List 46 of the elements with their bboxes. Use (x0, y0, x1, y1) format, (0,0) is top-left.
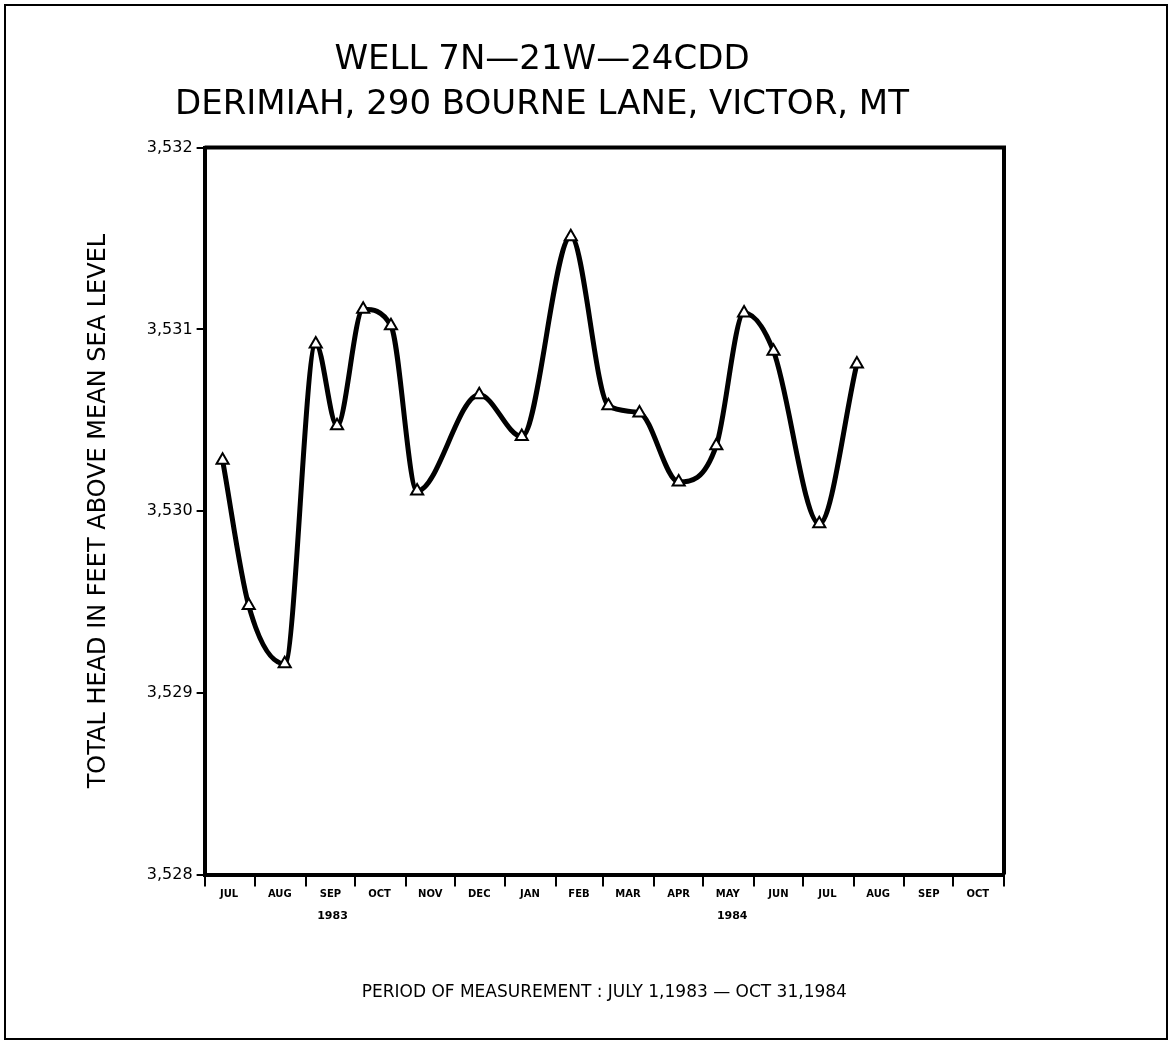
point (215, 452, 230, 465)
y-tick-label: 3,532 (146, 136, 193, 156)
point (329, 417, 345, 431)
point (737, 304, 752, 318)
chart-title: WELL 7N—21W—24CDD (334, 37, 750, 78)
chart-subtitle: DERIMIAH, 290 BOURNE LANE, VICTOR, MT (175, 82, 910, 123)
x-tick-label: JUL (219, 888, 239, 900)
point (766, 343, 781, 356)
point (241, 597, 256, 611)
point (849, 355, 864, 369)
x-tick-label: FEB (568, 888, 590, 900)
x-tick-label: SEP (319, 888, 342, 900)
point (383, 317, 399, 331)
y-tick-label: 3,528 (146, 863, 193, 883)
x-tick-label: OCT (368, 888, 392, 900)
x-tick-label: DEC (468, 888, 491, 900)
x-axis-title: PERIOD OF MEASUREMENT : JULY 1,1983 — OCT 31,1984 (361, 981, 847, 1002)
x-tick-label: SEP (918, 888, 940, 900)
x-tick-label: JUL (817, 888, 838, 900)
x-tick-label: AUG (267, 888, 292, 900)
x-tick-label: OCT (966, 888, 990, 900)
point (601, 397, 616, 411)
y-tick-label: 3,531 (146, 318, 193, 338)
text: 1984 (716, 908, 748, 922)
y-axis-title: TOTAL HEAD IN FEET ABOVE MEAN SEA LEVEL (82, 233, 111, 790)
point (709, 437, 724, 451)
y-tick-label: 3,529 (146, 682, 193, 702)
point (671, 474, 686, 487)
x-tick-label: AUG (866, 888, 891, 900)
point (277, 655, 292, 669)
y-tick-label: 3,530 (146, 500, 193, 520)
x-tick-label: MAR (615, 888, 641, 900)
x-tick-label: APR (667, 888, 691, 900)
point (308, 335, 323, 349)
point (410, 483, 425, 496)
point (812, 515, 827, 529)
x-tick-label: JUN (767, 888, 789, 900)
point (356, 301, 371, 314)
x-tick-label: JAN (519, 888, 540, 900)
text: 1983 (317, 908, 348, 922)
point (632, 404, 647, 418)
point (472, 386, 487, 400)
x-tick-label: MAY (715, 888, 741, 900)
point (514, 428, 529, 442)
x-tick-label: NOV (418, 888, 443, 900)
point (563, 228, 578, 242)
